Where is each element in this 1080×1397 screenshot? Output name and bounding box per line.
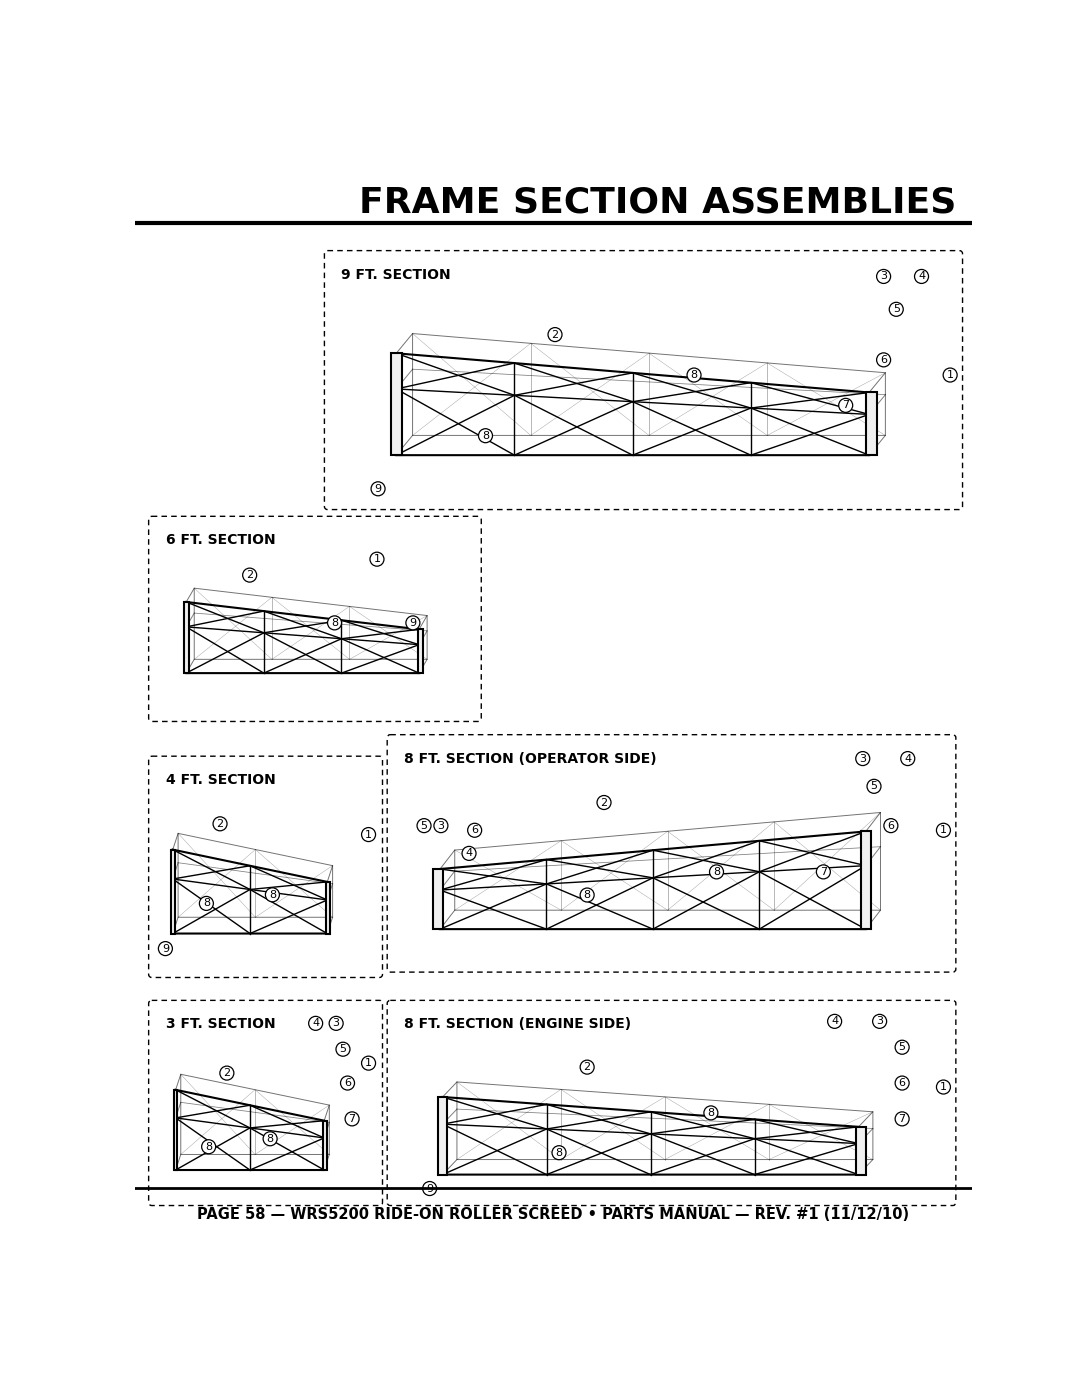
Text: 7: 7: [820, 868, 827, 877]
Text: 8: 8: [482, 430, 489, 440]
Text: 4 FT. SECTION: 4 FT. SECTION: [165, 773, 275, 787]
Text: 9 FT. SECTION: 9 FT. SECTION: [341, 268, 451, 282]
Text: 8: 8: [205, 1141, 212, 1151]
Text: 2: 2: [216, 819, 224, 828]
Polygon shape: [437, 1097, 447, 1175]
Text: 8: 8: [203, 898, 210, 908]
FancyBboxPatch shape: [388, 1000, 956, 1206]
Text: 5: 5: [420, 820, 428, 831]
Text: 7: 7: [349, 1113, 355, 1123]
Polygon shape: [861, 831, 870, 929]
Text: FRAME SECTION ASSEMBLIES: FRAME SECTION ASSEMBLIES: [360, 186, 957, 219]
Text: 2: 2: [583, 1062, 591, 1071]
Text: 6: 6: [888, 820, 894, 831]
Polygon shape: [326, 882, 329, 933]
Text: 6: 6: [899, 1078, 906, 1088]
Text: 8: 8: [583, 890, 591, 900]
Text: 5: 5: [893, 305, 900, 314]
Text: 3: 3: [876, 1017, 883, 1027]
Text: 8: 8: [707, 1108, 715, 1118]
Polygon shape: [171, 849, 175, 933]
FancyBboxPatch shape: [149, 1000, 382, 1206]
Text: 3: 3: [860, 753, 866, 764]
Text: 8: 8: [690, 370, 698, 380]
Text: 8: 8: [555, 1148, 563, 1158]
Text: 9: 9: [427, 1183, 433, 1193]
Text: 1: 1: [940, 826, 947, 835]
Text: 3: 3: [333, 1018, 339, 1028]
Text: 4: 4: [832, 1017, 838, 1027]
Text: 8: 8: [269, 890, 276, 900]
Text: 2: 2: [224, 1069, 230, 1078]
Text: 7: 7: [899, 1113, 906, 1123]
Text: 6: 6: [471, 826, 478, 835]
Text: 7: 7: [842, 401, 849, 411]
Text: 9: 9: [409, 617, 417, 627]
Text: 2: 2: [246, 570, 253, 580]
Text: 6: 6: [880, 355, 887, 365]
Text: 8 FT. SECTION (OPERATOR SIDE): 8 FT. SECTION (OPERATOR SIDE): [404, 752, 657, 766]
Text: 2: 2: [600, 798, 608, 807]
Text: 1: 1: [947, 370, 954, 380]
FancyBboxPatch shape: [324, 250, 962, 510]
Text: 5: 5: [899, 1042, 906, 1052]
Text: 3 FT. SECTION: 3 FT. SECTION: [165, 1017, 275, 1031]
Text: 1: 1: [374, 555, 380, 564]
Text: 1: 1: [940, 1083, 947, 1092]
Text: 3: 3: [880, 271, 887, 281]
Polygon shape: [433, 869, 443, 929]
Text: PAGE 58 — WRS5200 RIDE-ON ROLLER SCREED • PARTS MANUAL — REV. #1 (11/12/10): PAGE 58 — WRS5200 RIDE-ON ROLLER SCREED …: [198, 1207, 909, 1222]
Text: 8: 8: [267, 1134, 273, 1144]
Text: 4: 4: [904, 753, 912, 764]
Text: 4: 4: [918, 271, 926, 281]
Text: 5: 5: [870, 781, 878, 791]
Text: 8: 8: [330, 617, 338, 627]
FancyBboxPatch shape: [388, 735, 956, 972]
Polygon shape: [856, 1127, 866, 1175]
Text: 6: 6: [345, 1078, 351, 1088]
Text: 4: 4: [465, 848, 473, 858]
Polygon shape: [391, 353, 402, 455]
Text: 9: 9: [162, 943, 168, 954]
Text: 4: 4: [312, 1018, 320, 1028]
Text: 6 FT. SECTION: 6 FT. SECTION: [165, 534, 275, 548]
Text: 5: 5: [339, 1044, 347, 1055]
Text: 1: 1: [365, 1058, 372, 1069]
Text: 2: 2: [552, 330, 558, 339]
Text: 3: 3: [437, 820, 444, 831]
Polygon shape: [174, 1090, 177, 1171]
FancyBboxPatch shape: [149, 756, 382, 978]
Polygon shape: [184, 602, 189, 673]
Polygon shape: [418, 629, 423, 673]
Text: 9: 9: [375, 483, 381, 493]
FancyBboxPatch shape: [149, 517, 482, 721]
Polygon shape: [323, 1120, 327, 1171]
Polygon shape: [866, 393, 877, 455]
Text: 8: 8: [713, 868, 720, 877]
Text: 1: 1: [365, 830, 372, 840]
Text: 8 FT. SECTION (ENGINE SIDE): 8 FT. SECTION (ENGINE SIDE): [404, 1017, 632, 1031]
